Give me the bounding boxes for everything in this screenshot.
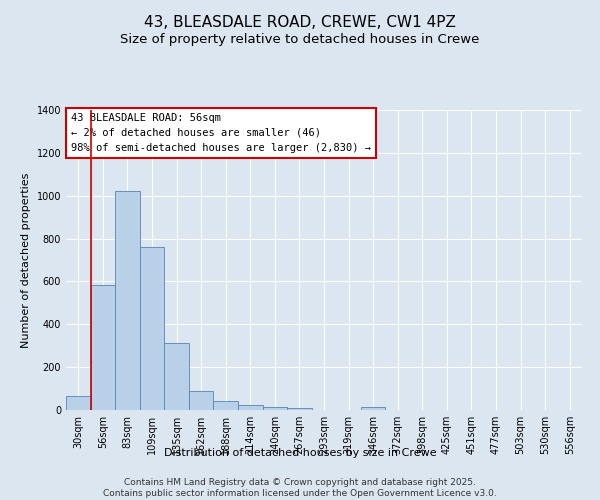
Bar [214,402,238,410]
Bar [361,407,385,410]
Text: Contains HM Land Registry data © Crown copyright and database right 2025.
Contai: Contains HM Land Registry data © Crown c… [103,478,497,498]
Bar [115,192,140,410]
Bar [189,390,214,410]
Bar [140,247,164,410]
Text: 43 BLEASDALE ROAD: 56sqm
← 2% of detached houses are smaller (46)
98% of semi-de: 43 BLEASDALE ROAD: 56sqm ← 2% of detache… [71,113,371,152]
Text: Size of property relative to detached houses in Crewe: Size of property relative to detached ho… [121,32,479,46]
Text: Distribution of detached houses by size in Crewe: Distribution of detached houses by size … [164,448,436,458]
Bar [287,408,312,410]
Bar [66,396,91,410]
Bar [164,342,189,410]
Bar [238,406,263,410]
Y-axis label: Number of detached properties: Number of detached properties [21,172,31,348]
Bar [91,284,115,410]
Text: 43, BLEASDALE ROAD, CREWE, CW1 4PZ: 43, BLEASDALE ROAD, CREWE, CW1 4PZ [144,15,456,30]
Bar [263,407,287,410]
